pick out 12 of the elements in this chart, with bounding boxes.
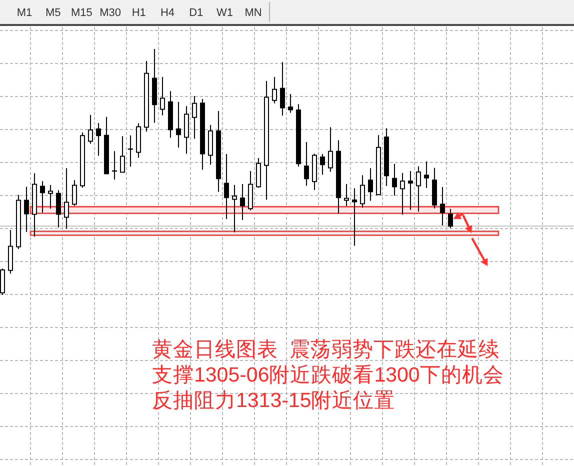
text: W1 bbox=[211, 3, 238, 22]
text: H1 bbox=[125, 3, 152, 22]
text: M15 bbox=[68, 3, 96, 22]
text: 黄金日线图表 震荡弱势下跌还在延续 bbox=[152, 338, 500, 361]
text: MN bbox=[240, 3, 267, 22]
text: 支撑1305-06附近跌破看1300下的机会 bbox=[152, 364, 504, 386]
text: D1 bbox=[182, 3, 210, 22]
text: M30 bbox=[96, 3, 124, 22]
text: 反抽阻力1313-15附近位置 bbox=[152, 389, 396, 412]
text: H4 bbox=[154, 3, 181, 22]
text: M1 bbox=[11, 3, 38, 22]
text: M5 bbox=[40, 3, 67, 22]
